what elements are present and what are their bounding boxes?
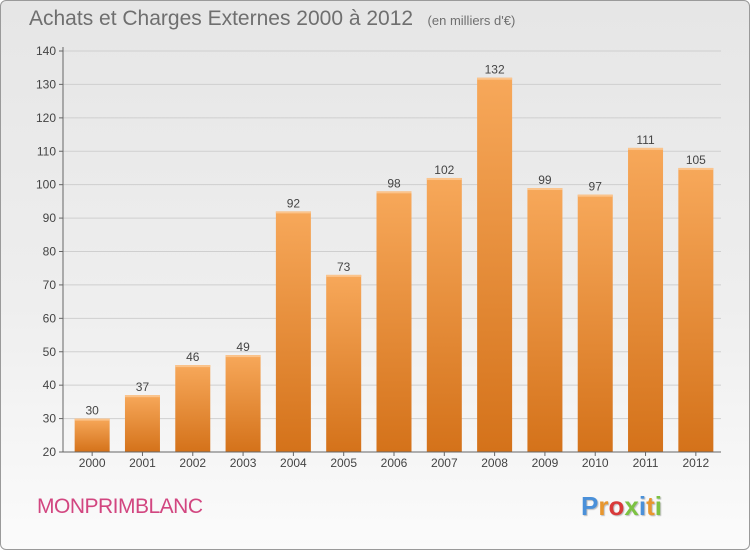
- y-tick-label: 60: [43, 311, 57, 325]
- y-tick-label: 20: [43, 445, 57, 459]
- x-tick-label: 2004: [280, 456, 307, 470]
- logo-letter: i: [638, 491, 647, 521]
- x-tick-label: 2001: [129, 456, 156, 470]
- bar-2007[interactable]: [426, 177, 462, 452]
- bar-2011[interactable]: [628, 147, 664, 453]
- y-tick-label: 120: [36, 111, 56, 125]
- bar-highlight: [124, 395, 160, 398]
- data-label: 132: [485, 63, 505, 77]
- logo-letter: x: [624, 491, 639, 521]
- bar-highlight: [275, 211, 311, 214]
- bar-highlight: [577, 194, 613, 197]
- y-tick-label: 130: [36, 77, 56, 91]
- bar-2012[interactable]: [678, 167, 714, 453]
- bar-2000[interactable]: [74, 418, 110, 452]
- data-label: 99: [538, 173, 552, 187]
- data-label: 111: [636, 133, 655, 147]
- bar-2003[interactable]: [225, 355, 261, 452]
- x-tick-label: 2005: [330, 456, 357, 470]
- bar-2009[interactable]: [527, 188, 563, 452]
- x-tick-label: 2006: [381, 456, 408, 470]
- x-tick-label: 2010: [582, 456, 609, 470]
- bar-highlight: [175, 365, 211, 368]
- logo-letter: o: [608, 491, 625, 521]
- data-label: 30: [85, 404, 99, 418]
- bar-2004[interactable]: [275, 211, 311, 452]
- chart-unit: (en milliers d'€): [427, 13, 516, 28]
- x-tick-label: 2009: [532, 456, 559, 470]
- y-tick-label: 110: [37, 144, 56, 158]
- x-tick-label: 2007: [431, 456, 458, 470]
- y-tick-label: 70: [43, 278, 57, 292]
- y-tick-label: 40: [43, 378, 57, 392]
- data-label: 98: [387, 176, 401, 190]
- data-label: 46: [186, 350, 200, 364]
- y-tick-label: 140: [36, 44, 56, 58]
- bar-highlight: [477, 77, 513, 80]
- bar-highlight: [74, 418, 110, 421]
- bar-highlight: [376, 191, 412, 194]
- bar-highlight: [326, 274, 362, 277]
- commune-name: MONPRIMBLANC: [37, 495, 203, 518]
- x-tick-label: 2011: [633, 456, 659, 470]
- bar-2006[interactable]: [376, 191, 412, 452]
- bar-2005[interactable]: [326, 274, 362, 452]
- data-label: 92: [287, 196, 301, 210]
- chart-title: Achats et Charges Externes 2000 à 2012: [29, 7, 414, 30]
- logo-letter: P: [581, 491, 599, 521]
- x-tick-label: 2008: [481, 456, 508, 470]
- logo-letter: r: [598, 491, 609, 521]
- x-tick-label: 2012: [682, 456, 709, 470]
- bar-highlight: [426, 177, 462, 180]
- x-tick-label: 2003: [230, 456, 257, 470]
- bar-2002[interactable]: [175, 365, 211, 452]
- bar-2008[interactable]: [477, 77, 513, 452]
- proxiti-logo[interactable]: Proxiti: [581, 491, 662, 522]
- bar-highlight: [678, 167, 714, 170]
- bar-highlight: [225, 355, 261, 358]
- data-label: 37: [136, 380, 150, 394]
- y-tick-label: 80: [43, 245, 57, 259]
- x-tick-label: 2002: [179, 456, 206, 470]
- y-tick-label: 90: [43, 211, 57, 225]
- y-tick-label: 100: [36, 178, 56, 192]
- data-label: 97: [589, 180, 603, 194]
- logo-letter: t: [646, 491, 655, 521]
- y-tick-label: 50: [43, 345, 57, 359]
- data-label: 49: [236, 340, 250, 354]
- title-row: Achats et Charges Externes 2000 à 2012 (…: [29, 7, 515, 31]
- bar-highlight: [628, 147, 664, 150]
- data-label: 105: [686, 153, 706, 167]
- logo-letter: i: [654, 491, 662, 521]
- x-tick-label: 2000: [79, 456, 106, 470]
- bar-highlight: [527, 188, 563, 191]
- bar-2010[interactable]: [577, 194, 613, 453]
- data-label: 102: [434, 163, 454, 177]
- data-label: 73: [337, 260, 351, 274]
- bar-2001[interactable]: [124, 395, 160, 452]
- y-tick-label: 30: [43, 412, 57, 426]
